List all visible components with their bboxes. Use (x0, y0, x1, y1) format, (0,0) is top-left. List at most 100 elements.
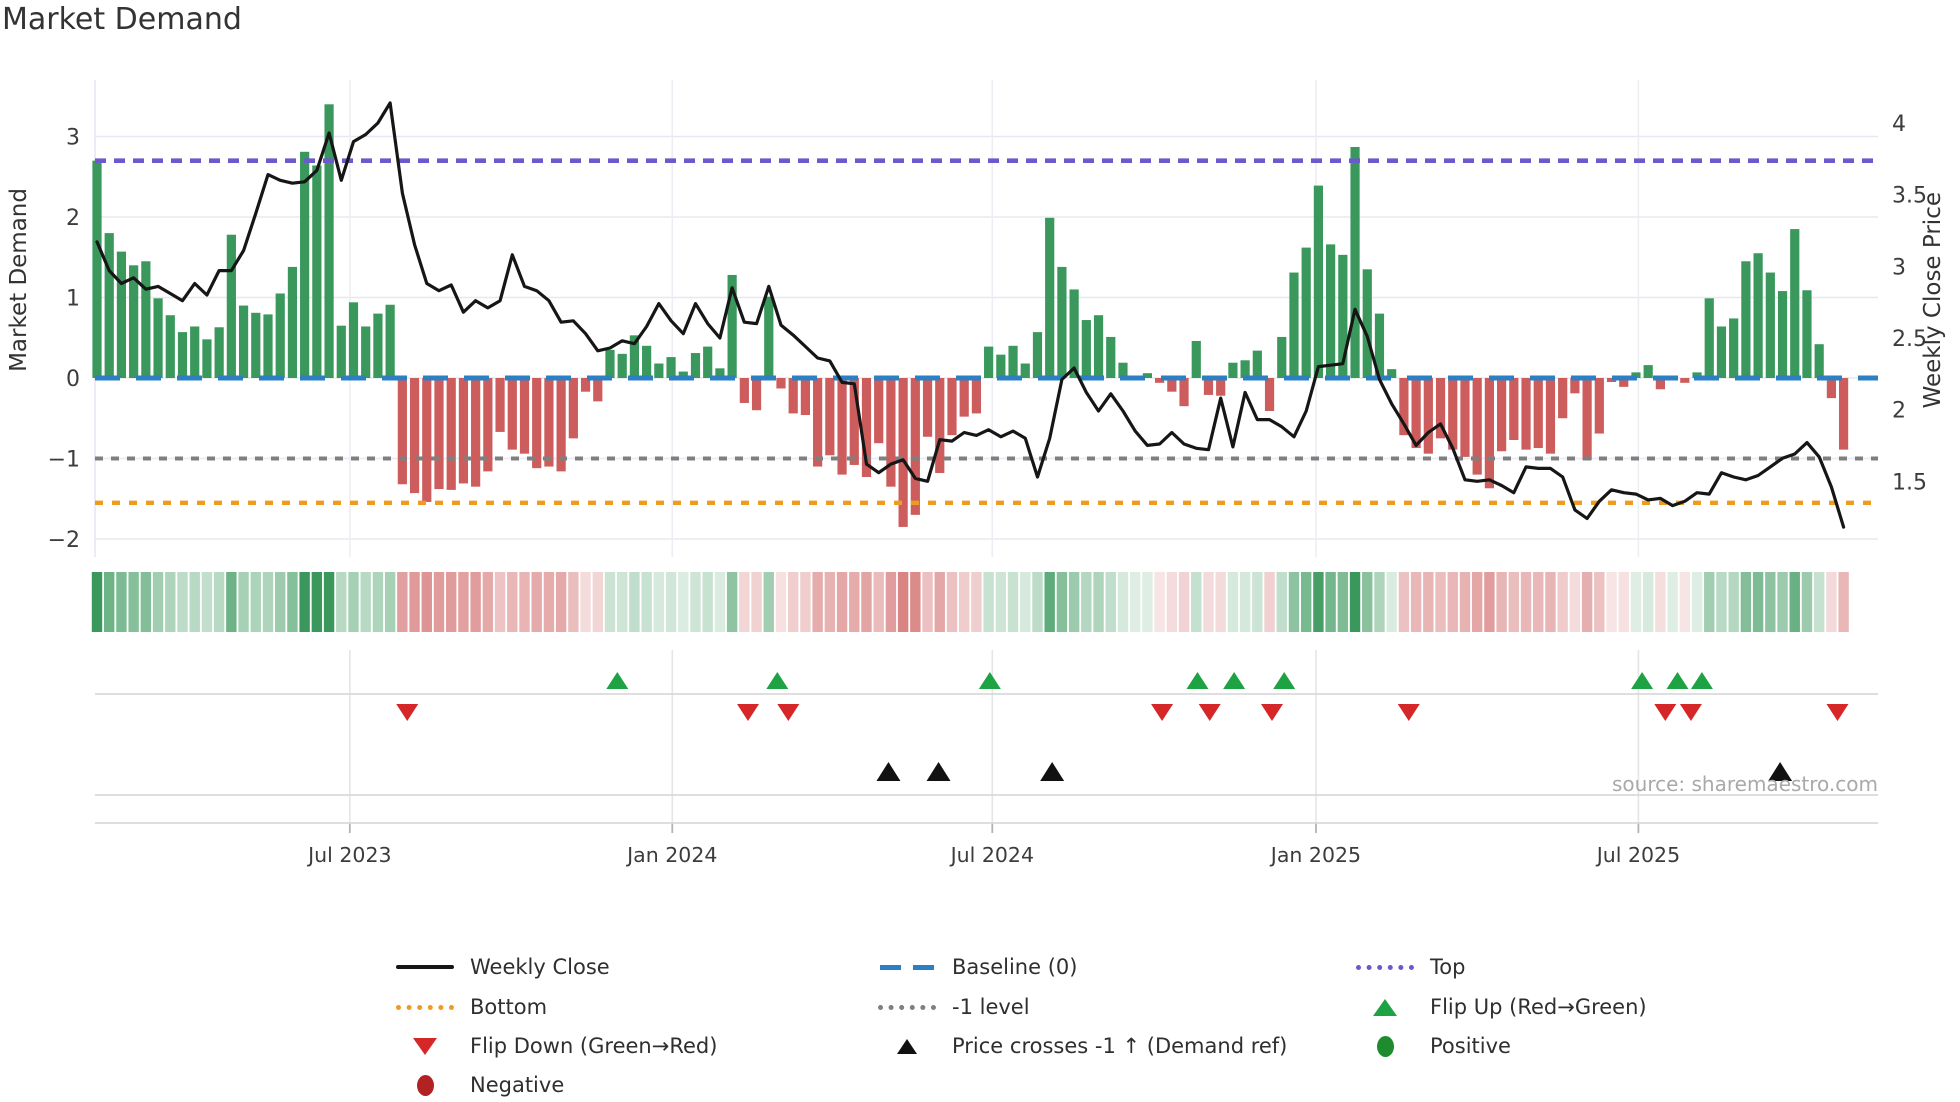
heatmap-cell (1569, 572, 1581, 632)
demand-bar (422, 378, 432, 502)
heatmap-cell (226, 572, 237, 632)
demand-bar (532, 378, 542, 469)
demand-bar (1619, 378, 1629, 387)
demand-bar (1167, 378, 1177, 392)
heatmap-cell (1154, 572, 1165, 632)
demand-bar (1179, 378, 1189, 407)
heatmap-cell (152, 572, 164, 632)
flip-down-marker (1654, 704, 1677, 721)
right-axis-tick-label: 3.5 (1892, 184, 1927, 209)
demand-bar (642, 345, 652, 378)
legend-label-negative: Negative (470, 1073, 565, 1097)
left-axis-tick-label: 3 (66, 126, 80, 151)
demand-bar (1655, 378, 1665, 390)
x-tick-label: Jan 2025 (1269, 843, 1361, 867)
price-cross-marker (926, 762, 951, 781)
x-tick-label: Jul 2023 (306, 843, 391, 867)
legend-item-bottom: Bottom (394, 991, 547, 1023)
heatmap-cell (140, 572, 152, 632)
heatmap-cell (1496, 572, 1507, 632)
heatmap-cell (482, 572, 494, 632)
demand-bar (1533, 378, 1543, 449)
demand-bar (849, 378, 859, 465)
heatmap-cell (421, 572, 432, 632)
demand-bar (471, 378, 481, 487)
flip-down-marker (1826, 704, 1849, 721)
demand-bar (1704, 298, 1714, 378)
demand-bar (190, 326, 200, 378)
flip-down-triangle-icon (413, 1037, 437, 1055)
flip-up-marker (766, 672, 789, 689)
demand-bar (275, 293, 285, 378)
demand-bar (1570, 378, 1580, 394)
heatmap-cell (1679, 572, 1691, 632)
demand-bar (519, 378, 530, 454)
demand-bar (1753, 253, 1763, 378)
heatmap-cell (1325, 572, 1336, 632)
demand-bar (935, 378, 945, 473)
heatmap-cell (1032, 572, 1043, 632)
heatmap-cell (1838, 572, 1849, 632)
legend-label-price-crosses: Price crosses -1 ↑ (Demand ref) (952, 1034, 1288, 1058)
heatmap-cell (580, 572, 591, 632)
demand-bar (629, 335, 640, 378)
demand-bar (971, 378, 982, 414)
demand-bar (1313, 185, 1323, 378)
heatmap-cell (494, 572, 506, 632)
weekly-close-line-icon (396, 965, 454, 969)
heatmap-cell (1606, 572, 1617, 632)
flip-down-marker (737, 704, 760, 721)
x-tick-label: Jul 2024 (949, 843, 1034, 867)
demand-bar (397, 378, 407, 485)
legend-item-flip-up: Flip Up (Red→Green) (1354, 991, 1647, 1023)
demand-bar (617, 353, 627, 378)
heatmap-cell (1704, 572, 1715, 632)
demand-bar (1680, 378, 1690, 383)
heatmap-cell (946, 572, 958, 632)
demand-bar (776, 378, 786, 389)
demand-bar (1826, 378, 1836, 399)
flip-up-marker (978, 672, 1001, 689)
heatmap-cell (409, 572, 420, 632)
demand-bar (1350, 146, 1360, 378)
demand-bar (1301, 247, 1311, 378)
heatmap-cell (531, 572, 542, 632)
legend-item-minus-one-level: -1 level (876, 991, 1030, 1023)
heatmap-cell (1215, 572, 1226, 632)
x-tick-label: Jan 2024 (625, 843, 717, 867)
heatmap-cell (336, 572, 347, 632)
heatmap-cell (299, 572, 310, 632)
heatmap-cell (1740, 572, 1752, 632)
demand-bar (458, 378, 469, 484)
legend-label-baseline: Baseline (0) (952, 955, 1078, 979)
legend-item-baseline: Baseline (0) (876, 951, 1077, 983)
heatmap-cell (543, 572, 555, 632)
heatmap-cell (311, 572, 323, 632)
demand-bar (1326, 244, 1336, 378)
heatmap-cell (287, 572, 298, 632)
demand-bar (1472, 378, 1482, 475)
demand-bar (568, 378, 578, 439)
demand-bar (1545, 378, 1556, 454)
heatmap-cell (91, 572, 103, 632)
heatmap-cell (1142, 572, 1153, 632)
heatmap-cell (910, 572, 921, 632)
heatmap-cell (1166, 572, 1178, 632)
heatmap-cell (519, 572, 530, 632)
demand-bar (1631, 372, 1641, 378)
demand-bar (1142, 373, 1153, 378)
heatmap-cell (568, 572, 579, 632)
demand-bar (483, 378, 493, 472)
heatmap-cell (1471, 572, 1483, 632)
demand-bar (1032, 332, 1043, 378)
right-axis-tick-label: 2 (1892, 399, 1906, 424)
demand-bar (104, 233, 114, 378)
page-title: Market Demand (2, 2, 242, 37)
price-cross-marker (1040, 762, 1065, 781)
heatmap-cell (1191, 572, 1202, 632)
heatmap-cell (1435, 572, 1446, 632)
left-axis-tick-label: 2 (66, 206, 80, 231)
baseline-dash-segment (913, 964, 934, 970)
heatmap-cell (1533, 572, 1544, 632)
heatmap-cell (1618, 572, 1629, 632)
